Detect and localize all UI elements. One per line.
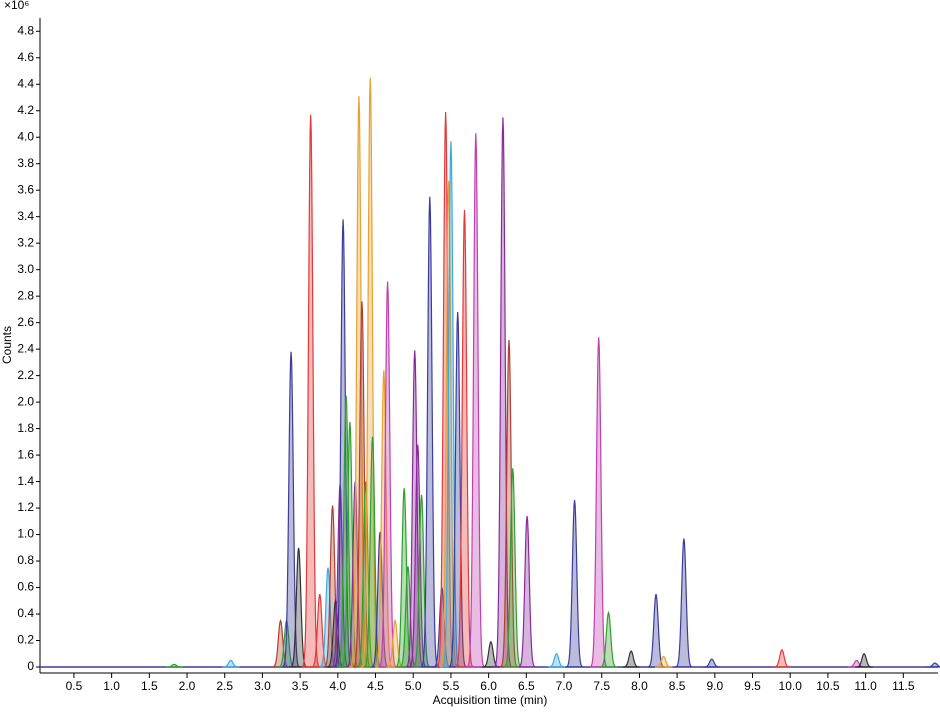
x-tick-label: 3.5: [292, 679, 309, 693]
y-tick-label: 3.8: [17, 156, 34, 170]
peak: [654, 655, 673, 668]
x-tick-label: 3.0: [254, 679, 271, 693]
x-tick-label: 0.5: [66, 679, 83, 693]
peak: [599, 610, 618, 668]
x-tick-label: 11.0: [854, 679, 877, 693]
y-tick-label: 0.2: [17, 633, 34, 647]
y-tick-label: 4.6: [17, 50, 34, 64]
peak: [289, 547, 308, 668]
y-multiplier: ×10⁶: [4, 0, 29, 12]
y-tick-label: 4.0: [17, 129, 34, 143]
peak: [282, 351, 301, 668]
x-tick-label: 7.5: [593, 679, 610, 693]
peak: [165, 663, 184, 668]
x-tick-label: 8.5: [669, 679, 686, 693]
y-tick-label: 3.6: [17, 182, 34, 196]
y-tick-label: 1.4: [17, 474, 34, 488]
peak: [378, 281, 397, 668]
peak: [503, 468, 522, 668]
y-tick-label: 4.8: [17, 23, 34, 37]
x-axis-label: Acquisition time (min): [433, 693, 548, 707]
peak: [647, 594, 665, 668]
peak: [221, 659, 240, 668]
peak: [547, 653, 566, 668]
y-tick-label: 1.8: [17, 421, 34, 435]
y-tick-label: 0.8: [17, 553, 34, 567]
peak: [441, 141, 460, 668]
x-tick-label: 6.0: [480, 679, 497, 693]
peak: [702, 658, 721, 668]
peak: [518, 515, 536, 668]
x-tick-label: 9.5: [744, 679, 761, 693]
x-tick-label: 4.0: [329, 679, 346, 693]
peak: [466, 133, 485, 668]
y-tick-label: 0: [27, 659, 34, 673]
peak: [565, 500, 584, 668]
y-tick-label: 1.0: [17, 527, 34, 541]
peak: [855, 653, 873, 668]
y-tick-label: 2.8: [17, 288, 34, 302]
peak: [352, 301, 371, 668]
peak: [455, 210, 474, 668]
x-tick-label: 9.0: [706, 679, 723, 693]
x-tick-label: 1.5: [141, 679, 158, 693]
x-tick-label: 7.0: [556, 679, 573, 693]
peak: [420, 196, 439, 668]
y-tick-label: 2.6: [17, 315, 34, 329]
x-tick-label: 5.0: [405, 679, 422, 693]
peak: [405, 350, 424, 668]
peak: [347, 96, 371, 668]
peak: [926, 662, 940, 668]
peak: [589, 337, 608, 668]
peak: [359, 77, 382, 668]
peak: [319, 567, 337, 668]
x-tick-label: 10.5: [816, 679, 840, 693]
x-tick-label: 8.0: [631, 679, 648, 693]
peak: [340, 421, 359, 668]
peak: [301, 114, 320, 668]
peak: [491, 117, 515, 668]
x-tick-label: 2.5: [216, 679, 233, 693]
y-tick-label: 0.6: [17, 580, 34, 594]
peak: [412, 494, 431, 668]
x-tick-label: 5.5: [443, 679, 460, 693]
y-tick-label: 0.4: [17, 606, 34, 620]
y-tick-label: 2.4: [17, 341, 34, 355]
x-tick-label: 2.0: [179, 679, 196, 693]
y-tick-label: 3.2: [17, 235, 34, 249]
x-tick-label: 1.0: [103, 679, 120, 693]
y-tick-label: 4.2: [17, 103, 34, 117]
x-tick-label: 6.5: [518, 679, 535, 693]
peak: [499, 339, 518, 668]
peak: [448, 312, 467, 668]
peak: [773, 648, 791, 668]
x-tick-label: 10.0: [779, 679, 803, 693]
peak: [271, 618, 290, 668]
x-tick-label: 11.5: [892, 679, 915, 693]
y-axis-label: Counts: [0, 326, 14, 364]
peak: [408, 444, 427, 668]
x-tick-label: 4.5: [367, 679, 384, 693]
peak: [433, 587, 451, 668]
y-tick-label: 4.4: [17, 76, 34, 90]
peak: [622, 650, 640, 668]
peak: [675, 538, 693, 668]
y-tick-label: 1.6: [17, 447, 34, 461]
y-tick-label: 1.2: [17, 500, 34, 514]
peak: [363, 436, 382, 668]
y-tick-label: 2.0: [17, 394, 34, 408]
peak: [395, 488, 414, 668]
y-tick-label: 2.2: [17, 368, 34, 382]
y-tick-label: 3.4: [17, 209, 34, 223]
y-tick-label: 3.0: [17, 262, 34, 276]
